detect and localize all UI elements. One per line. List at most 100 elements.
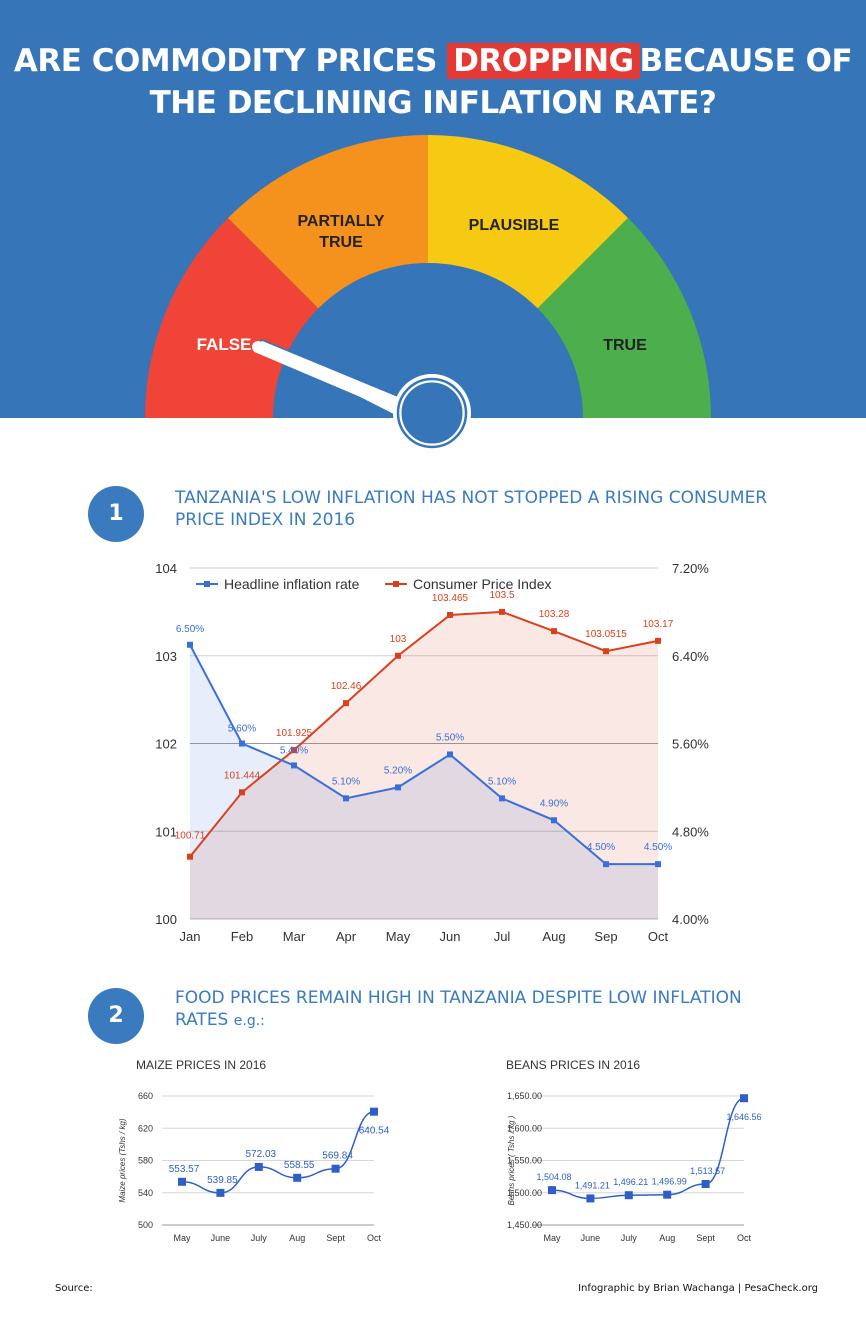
beans-x-tick: Oct <box>737 1233 752 1243</box>
chart1-cpi-label: 102.46 <box>331 681 362 692</box>
maize-y-tick: 660 <box>138 1091 153 1101</box>
chart1-cpi-point <box>655 637 661 644</box>
section1-title: TANZANIA'S LOW INFLATION HAS NOT STOPPED… <box>175 488 768 530</box>
chart1-inflation-label: 5.60% <box>228 724 256 735</box>
chart1-cpi-point <box>551 628 557 635</box>
infographic-credit: Infographic by Brian Wachanga | PesaChec… <box>578 1283 818 1294</box>
chart1-x-tick: Jun <box>440 929 461 944</box>
title-part1: ARE COMMODITY PRICES <box>13 43 438 79</box>
chart1-left-tick: 104 <box>155 561 177 576</box>
maize-title: MAIZE PRICES IN 2016 <box>136 1058 266 1072</box>
chart1-inflation-point <box>499 795 505 802</box>
beans-y-tick: 1,550.00 <box>507 1156 542 1166</box>
chart1-inflation-label: 6.50% <box>176 624 204 635</box>
beans-point <box>548 1186 556 1195</box>
beans-value-label: 1,491.21 <box>575 1180 610 1190</box>
chart1-x-tick: Jul <box>494 929 511 944</box>
chart1-cpi-label: 101.925 <box>276 728 313 739</box>
maize-x-tick: June <box>211 1233 231 1243</box>
cpi-inflation-chart: 100 101 102 103 104 4.00% 4.80% 5.60% 6.40% 7.20%… <box>155 561 709 944</box>
chart1-cpi-label: 103.465 <box>432 593 469 604</box>
chart1-x-tick: Apr <box>336 929 357 944</box>
section2-title-suffix: e.g.: <box>233 1013 265 1029</box>
chart1-cpi-label: 103 <box>390 634 407 645</box>
maize-y-tick: 540 <box>138 1188 153 1198</box>
maize-point <box>331 1164 340 1173</box>
chart1-right-tick: 6.40% <box>672 649 709 664</box>
chart1-right-tick: 7.20% <box>672 561 709 576</box>
beans-value-label: 1,646.56 <box>726 1112 761 1122</box>
chart1-inflation-line <box>189 644 658 866</box>
beans-y-label: Beans prices ( Tshs / kg ) <box>507 1115 516 1205</box>
title-highlight: DROPPING <box>447 43 640 79</box>
chart1-cpi-area <box>190 611 658 919</box>
maize-value-label: 539.85 <box>207 1175 238 1186</box>
maize-x-tick: Oct <box>367 1233 382 1243</box>
maize-point <box>178 1177 186 1186</box>
maize-value-label: 553.57 <box>169 1164 200 1175</box>
chart1-cpi-label: 103.0515 <box>585 629 627 640</box>
chart1-inflation-point <box>395 784 401 791</box>
maize-point <box>370 1107 378 1116</box>
chart1-inflation-label: 5.50% <box>436 732 464 743</box>
chart1-cpi-point <box>395 652 401 659</box>
legend-entry: Headline inflation rate <box>224 576 360 592</box>
section1-badge: 1 <box>88 486 144 542</box>
maize-value-label: 572.03 <box>246 1149 277 1160</box>
beans-title: BEANS PRICES IN 2016 <box>506 1058 640 1072</box>
gauge-label-false: FALSE <box>197 335 252 354</box>
title-line2: THE DECLINING INFLATION RATE? <box>149 85 717 121</box>
maize-point <box>254 1162 263 1171</box>
beans-value-label: 1,496.21 <box>613 1177 648 1187</box>
legend-marker <box>393 581 399 587</box>
beans-y-tick: 1,600.00 <box>507 1123 542 1133</box>
chart1-left-tick: 100 <box>155 912 177 927</box>
section2-badge: 2 <box>88 988 144 1044</box>
chart1-cpi-point <box>291 747 297 754</box>
maize-y-tick: 620 <box>138 1123 153 1133</box>
chart1-cpi-point <box>239 789 245 796</box>
section2-title-text: FOOD PRICES REMAIN HIGH IN TANZANIA DESP… <box>175 988 742 1030</box>
chart1-inflation-point <box>603 861 609 868</box>
chart1-cpi-label: 103.5 <box>489 590 514 601</box>
maize-value-label: 640.54 <box>359 1126 390 1137</box>
chart1-cpi-point <box>447 611 453 618</box>
maize-prices-chart: MAIZE PRICES IN 2016 500 540 580 620 660 Maize… <box>118 1058 390 1243</box>
chart1-inflation-point <box>239 740 245 747</box>
beans-x-tick: July <box>621 1233 638 1243</box>
beans-prices-chart: BEANS PRICES IN 2016 1,450.00 1,500.00 1,55… <box>506 1058 762 1243</box>
gauge-label-plausible: PLAUSIBLE <box>469 217 560 234</box>
maize-point <box>216 1188 225 1197</box>
chart1-right-tick: 4.80% <box>672 824 709 839</box>
chart1-inflation-label: 5.20% <box>384 765 412 776</box>
chart1-inflation-label: 4.90% <box>540 798 568 809</box>
maize-point <box>293 1173 302 1182</box>
page-title: ARE COMMODITY PRICES DROPPING BECAUSE OF … <box>0 40 866 124</box>
beans-point <box>586 1194 595 1203</box>
chart1-x-tick: Oct <box>648 929 669 944</box>
section1-header: 1 TANZANIA'S LOW INFLATION HAS NOT STOPP… <box>88 486 788 546</box>
chart1-inflation-label: 5.40% <box>280 745 308 756</box>
beans-value-label: 1,496.99 <box>652 1177 687 1187</box>
beans-value-label: 1,504.08 <box>536 1172 571 1182</box>
beans-point <box>624 1191 633 1200</box>
chart1-cpi-point <box>187 853 193 860</box>
legend-marker <box>204 581 210 587</box>
maize-value-label: 558.55 <box>284 1160 315 1171</box>
gauge-needle <box>252 339 471 452</box>
beans-x-tick: June <box>581 1233 601 1243</box>
chart1-inflation-label: 4.50% <box>587 842 615 853</box>
chart1-x-tick: Sep <box>594 929 617 944</box>
title-part2: BECAUSE OF <box>639 43 853 79</box>
chart1-x-tick: May <box>386 929 411 944</box>
beans-point <box>701 1179 710 1188</box>
chart1-left-tick: 101 <box>155 824 177 839</box>
beans-x-tick: Sept <box>696 1233 715 1243</box>
maize-y-label: Maize prices (Tshs / kg) <box>118 1118 127 1203</box>
beans-y-tick: 1,650.00 <box>507 1091 542 1101</box>
beans-x-tick: May <box>543 1233 561 1243</box>
beans-y-tick: 1,500.00 <box>507 1188 542 1198</box>
gauge-label-true-line: TRUE <box>319 234 363 251</box>
chart1-cpi-label: 103.28 <box>539 609 570 620</box>
chart1-left-tick: 102 <box>155 737 177 752</box>
